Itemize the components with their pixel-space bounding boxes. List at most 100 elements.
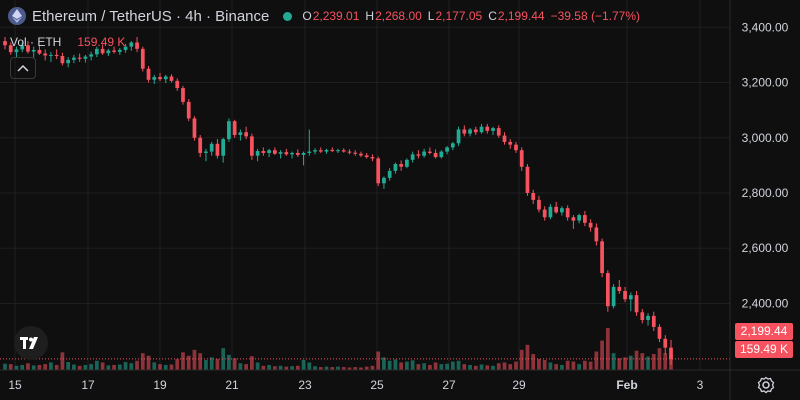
volume-bar — [192, 349, 197, 370]
volume-bar — [560, 364, 564, 370]
volume-bar — [605, 328, 610, 370]
candle-body — [313, 150, 317, 152]
volume-bar — [634, 350, 639, 370]
volume-bar — [376, 351, 381, 370]
candle-body — [416, 154, 421, 156]
volume-label: Vol · ETH — [10, 35, 62, 49]
volume-bar — [106, 365, 111, 370]
volume-bar — [364, 366, 369, 370]
candle-body — [77, 57, 82, 59]
tradingview-logo[interactable] — [14, 326, 48, 360]
candle-body — [347, 151, 352, 153]
volume-bar — [307, 362, 312, 370]
y-tick-label: 3,000.00 — [742, 131, 789, 145]
candle-body — [422, 151, 426, 156]
candle-body — [450, 143, 455, 148]
volume-bar — [37, 364, 42, 370]
volume-bar — [123, 362, 128, 370]
volume-bar — [227, 354, 231, 370]
volume-bar — [175, 359, 180, 370]
candle-body — [192, 118, 197, 138]
candle-body — [605, 273, 610, 307]
volume-bar — [89, 364, 93, 370]
candle-body — [405, 159, 409, 167]
volume-bar — [72, 364, 76, 370]
candle-body — [301, 152, 306, 155]
volume-bar — [318, 367, 323, 370]
candle-body — [37, 49, 42, 54]
candle-body — [267, 150, 271, 153]
volume-bar — [272, 366, 277, 370]
volume-bar — [422, 363, 426, 370]
x-tick-label: 17 — [81, 378, 95, 392]
candle-body — [140, 48, 145, 69]
volume-bar — [238, 363, 243, 370]
volume-bar — [594, 351, 599, 370]
volume-bar — [611, 353, 616, 370]
volume-bar — [651, 354, 656, 370]
candle-body — [14, 49, 19, 53]
candle-body — [542, 209, 547, 218]
candle-body — [370, 157, 375, 159]
x-tick-label: 27 — [442, 378, 456, 392]
candle-body — [583, 215, 587, 223]
candle-body — [353, 152, 358, 154]
candle-body — [290, 152, 294, 155]
settings-gear-icon[interactable] — [757, 376, 775, 394]
volume-bar — [221, 348, 226, 370]
collapse-legend-button[interactable] — [10, 57, 36, 79]
market-status-icon[interactable] — [283, 11, 293, 21]
candle-body — [508, 141, 513, 145]
volume-bar — [514, 361, 518, 370]
candle-body — [657, 326, 662, 339]
y-tick-label: 2,400.00 — [742, 296, 789, 310]
volume-bar — [548, 362, 553, 370]
candle-body — [468, 129, 472, 134]
candle-body — [175, 80, 180, 89]
x-tick-label: 25 — [370, 378, 384, 392]
volume-bar — [387, 360, 392, 370]
volume-bar — [571, 361, 576, 370]
y-tick-label: 2,600.00 — [742, 241, 789, 255]
candle-body — [663, 338, 668, 348]
candle-body — [8, 45, 13, 53]
volume-bar — [617, 358, 622, 370]
volume-bar — [445, 363, 449, 370]
candle-body — [54, 54, 59, 57]
volume-bar — [353, 367, 358, 370]
candle-body — [336, 150, 340, 152]
candle-body — [330, 149, 335, 152]
candle-body — [112, 50, 116, 52]
volume-bar — [284, 366, 289, 370]
candle-body — [588, 222, 593, 228]
candle-body — [565, 208, 570, 218]
volume-bar — [152, 362, 157, 370]
candle-body — [554, 206, 559, 213]
candle-body — [577, 215, 582, 221]
volume-legend[interactable]: Vol · ETH 159.49 K — [10, 35, 125, 49]
candle-body — [496, 128, 501, 136]
candle-body — [341, 150, 346, 152]
candle-body — [359, 153, 363, 156]
volume-bar — [77, 365, 82, 370]
x-tick-label: 19 — [153, 378, 167, 392]
candle-body — [445, 147, 449, 152]
x-tick-label: Feb — [616, 378, 637, 392]
volume-bar — [186, 355, 191, 370]
candle-body — [485, 126, 490, 131]
volume-bar — [232, 358, 237, 370]
symbol-title[interactable]: Ethereum / TetherUS · 4h · Binance — [32, 7, 270, 25]
candle-body — [376, 158, 381, 184]
volume-bar — [100, 362, 105, 370]
volume-bar — [43, 364, 48, 370]
candle-body — [439, 151, 444, 158]
candle-body — [261, 151, 266, 153]
candle-body — [427, 151, 432, 153]
candle-body — [623, 291, 627, 300]
chart-header: Ethereum / TetherUS · 4h · Binance O2,23… — [8, 7, 640, 25]
candle-body — [227, 121, 231, 140]
candle-body — [31, 49, 36, 52]
candle-body — [158, 77, 162, 80]
